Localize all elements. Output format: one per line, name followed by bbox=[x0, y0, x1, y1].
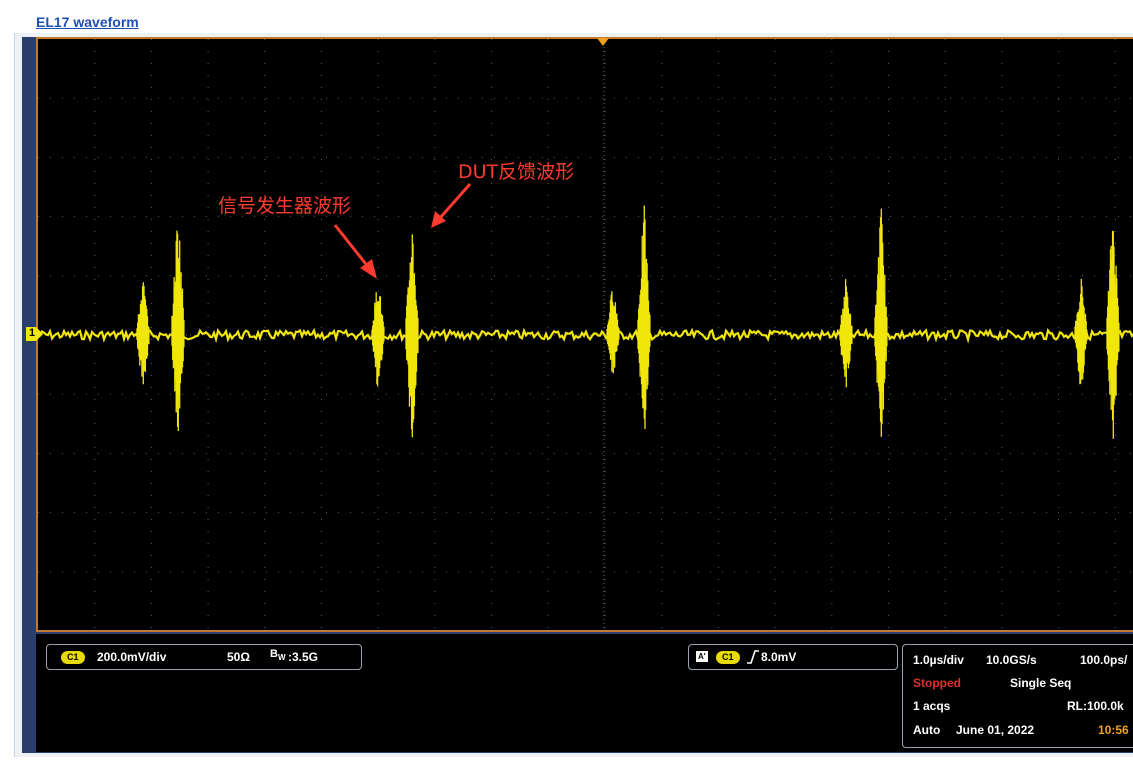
trigger-source-badge: C1 bbox=[716, 651, 740, 664]
timebase: 1.0µs/div bbox=[913, 653, 964, 667]
channel1-badge: C1 bbox=[61, 651, 85, 664]
rising-edge-icon bbox=[747, 650, 759, 664]
channel1-vertical-scale: 200.0mV/div bbox=[97, 650, 167, 664]
trigger-position-marker-icon[interactable] bbox=[597, 38, 609, 46]
acquisition-mode: Single Seq bbox=[1010, 676, 1072, 690]
trace-burst bbox=[874, 208, 888, 437]
trace-burst bbox=[1074, 279, 1088, 385]
sample-rate: 10.0GS/s bbox=[986, 653, 1037, 667]
annotation-arrows bbox=[333, 183, 472, 279]
channel1-trace bbox=[38, 205, 1133, 439]
info-panel: C1 200.0mV/div 50Ω BW :3.5G A' C1 8.0mV … bbox=[36, 634, 1133, 752]
trigger-mode: Auto bbox=[913, 723, 941, 737]
acquisition-state: Stopped bbox=[913, 676, 961, 690]
waveform-title-link[interactable]: EL17 waveform bbox=[36, 14, 139, 30]
sample-resolution: 100.0ps/ bbox=[1080, 653, 1128, 667]
trace-burst bbox=[136, 282, 150, 385]
acquisition-date: June 01, 2022 bbox=[956, 723, 1035, 737]
trace-burst bbox=[405, 234, 419, 438]
trace-burst bbox=[637, 205, 651, 429]
channel1-settings-box[interactable]: C1 200.0mV/div 50Ω BW :3.5G bbox=[46, 644, 362, 670]
acquisition-count: 1 acqs bbox=[913, 699, 951, 713]
channel1-bandwidth: :3.5G bbox=[288, 650, 319, 664]
trace-baseline bbox=[38, 327, 1133, 344]
trace-burst bbox=[171, 230, 185, 431]
arrow-dut-feedback bbox=[438, 183, 472, 219]
channel1-ground-marker-icon[interactable]: 1 bbox=[24, 326, 44, 342]
acquisition-box[interactable]: 1.0µs/div 10.0GS/s 100.0ps/ Stopped Sing… bbox=[902, 644, 1133, 748]
annotation-signal-generator: 信号发生器波形 bbox=[218, 195, 352, 217]
trace-burst bbox=[371, 292, 385, 387]
acquisition-time: 10:56 bbox=[1098, 723, 1129, 737]
waveform-plot bbox=[38, 39, 1133, 630]
record-length: RL:100.0k bbox=[1067, 699, 1124, 713]
arrow-signal-generator bbox=[333, 224, 371, 269]
channel1-marker-label: 1 bbox=[29, 327, 36, 339]
arrow-dut-feedback-head bbox=[431, 211, 446, 228]
trace-burst bbox=[839, 279, 853, 388]
channel1-impedance: 50Ω bbox=[227, 650, 250, 664]
annotation-dut-feedback: DUT反馈波形 bbox=[458, 161, 575, 183]
trace-burst bbox=[1106, 230, 1120, 439]
bandwidth-limit-icon: BW bbox=[270, 648, 286, 663]
trigger-settings-box[interactable]: A' C1 8.0mV bbox=[688, 644, 898, 670]
waveform-screen: 信号发生器波形 DUT反馈波形 bbox=[36, 37, 1133, 632]
trigger-mode-icon: A' bbox=[696, 651, 708, 662]
trigger-level: 8.0mV bbox=[761, 650, 797, 664]
trace-burst bbox=[606, 291, 620, 374]
arrow-signal-generator-head bbox=[360, 259, 377, 279]
